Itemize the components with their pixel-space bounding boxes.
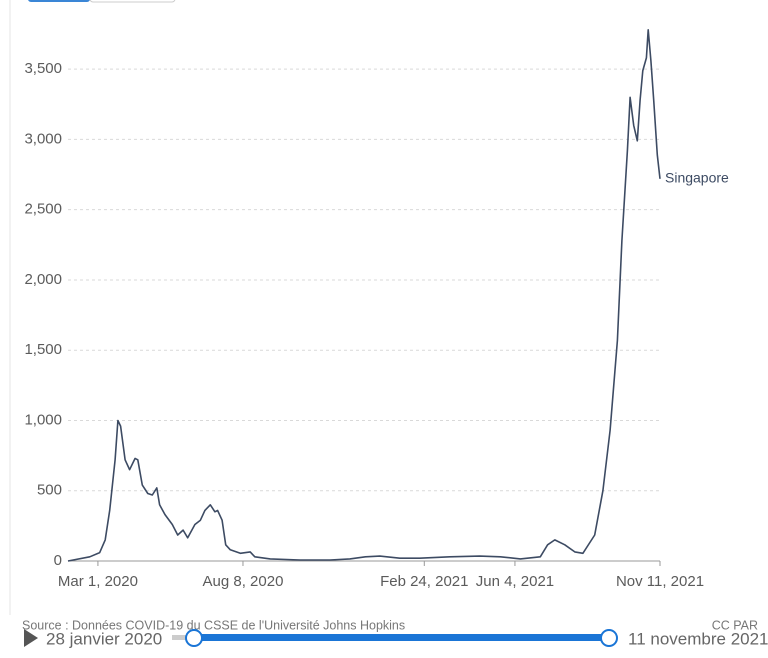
y-tick-label: 3,000 <box>24 130 62 147</box>
x-tick-label: Nov 11, 2021 <box>616 573 704 590</box>
x-tick-label: Mar 1, 2020 <box>58 573 138 590</box>
y-tick-label: 2,500 <box>24 201 62 218</box>
timeline-track <box>172 635 194 640</box>
timeline-handle[interactable] <box>185 629 203 647</box>
plot-area: 0 500 1,000 1,500 2,000 2,500 3,000 3,500 Mar 1,… <box>24 29 729 590</box>
x-tick-label: Feb 24, 2021 <box>380 573 468 590</box>
license: CC PAR <box>712 618 758 632</box>
y-tick-label: 0 <box>54 552 62 569</box>
x-tick-label: Jun 4, 2021 <box>476 573 554 590</box>
timeline-range[interactable] <box>194 634 610 641</box>
series-label: Singapore <box>665 169 729 185</box>
source-note: Source : Données COVID-19 du CSSE de l'U… <box>22 618 405 632</box>
timeline-handle[interactable] <box>600 629 618 647</box>
timeline-end: 11 novembre 2021 <box>628 629 768 648</box>
x-tick-label: Aug 8, 2020 <box>203 573 284 590</box>
y-tick-label: 500 <box>37 482 62 499</box>
tab-active[interactable] <box>28 0 90 2</box>
tab[interactable] <box>89 0 176 3</box>
play-button[interactable] <box>24 629 38 647</box>
y-tick-label: 2,000 <box>24 271 62 288</box>
timeline-start: 28 janvier 2020 <box>46 629 162 648</box>
y-tick-label: 3,500 <box>24 60 62 77</box>
y-tick-label: 1,500 <box>24 341 62 358</box>
series-line <box>67 29 661 562</box>
y-tick-label: 1,000 <box>24 411 62 428</box>
